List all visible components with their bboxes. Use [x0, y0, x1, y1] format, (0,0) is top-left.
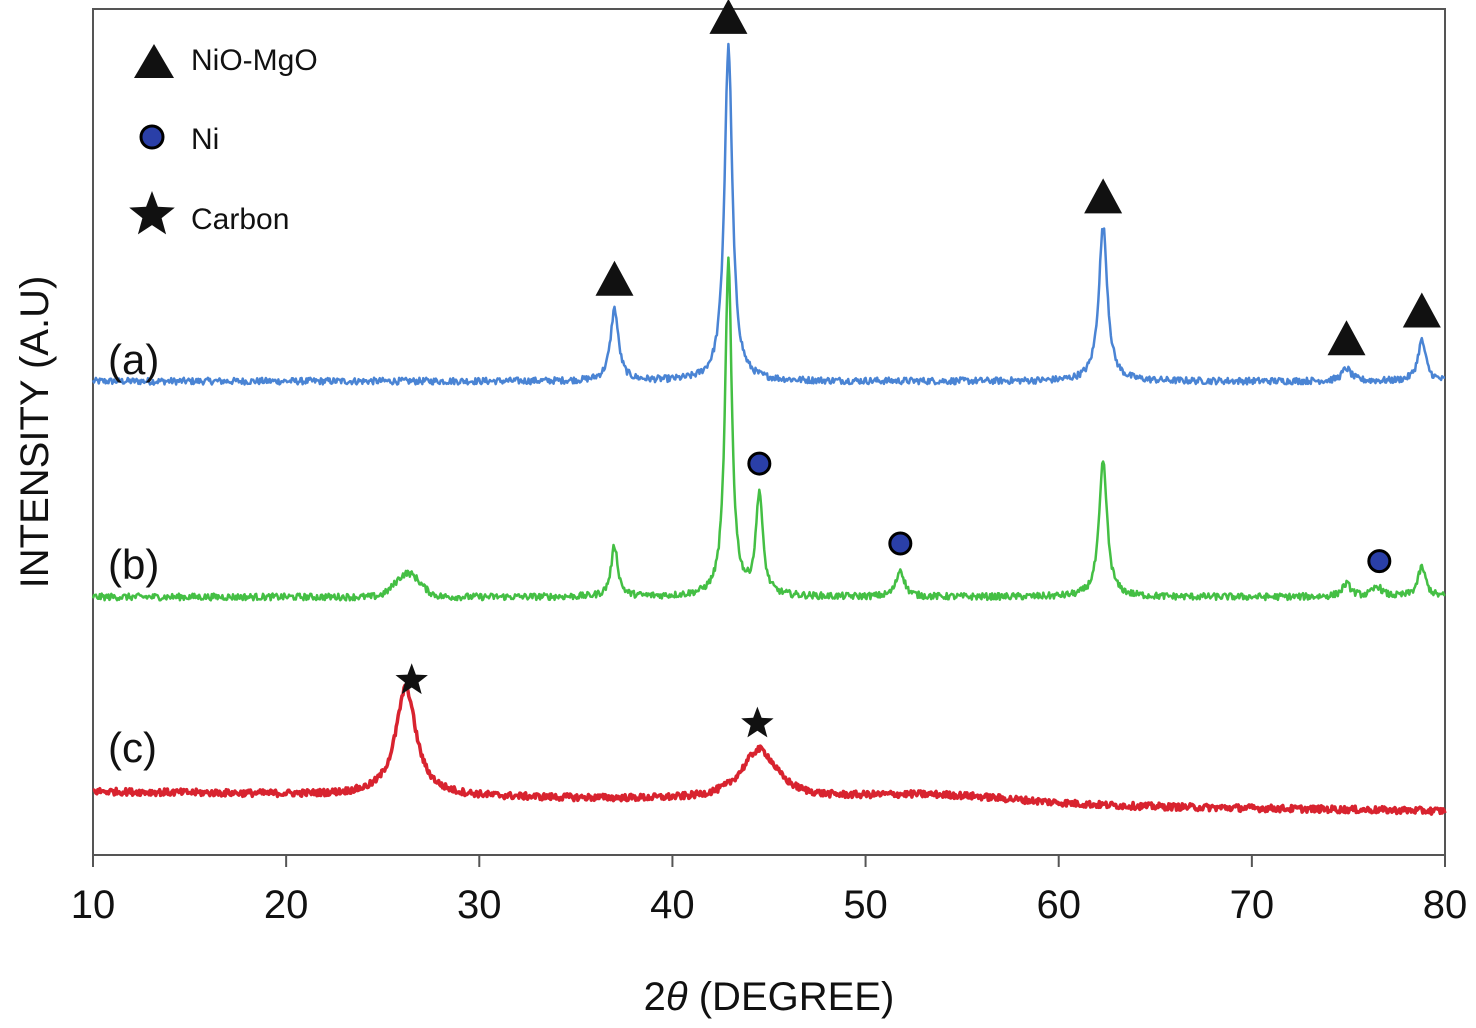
curve-b	[91, 256, 1446, 602]
x-axis-title-prefix: 2	[644, 975, 666, 1019]
curve-c	[92, 683, 1447, 816]
plot-frame	[92, 8, 1446, 856]
curve-label-c: (c)	[108, 724, 157, 771]
marker-b-1-circle-icon	[888, 531, 913, 556]
legend-star-icon	[129, 191, 175, 235]
x-axis-title-suffix: (DEGREE)	[688, 975, 895, 1019]
marker-b-0-circle-icon	[747, 451, 772, 476]
x-tick-label-80: 80	[1423, 883, 1468, 927]
curve-label-a: (a)	[108, 336, 159, 383]
marker-a-1-triangle-icon	[709, 0, 748, 34]
curve-a	[91, 42, 1446, 386]
y-axis-title: INTENSITY (A.U)	[13, 276, 57, 589]
legend-triangle-icon	[134, 44, 174, 78]
x-tick-label-70: 70	[1230, 883, 1275, 927]
legend-label-ni: Ni	[191, 123, 219, 156]
x-tick-label-50: 50	[843, 883, 888, 927]
marker-c-0-star-icon	[395, 663, 428, 695]
x-tick-label-10: 10	[71, 883, 116, 927]
x-axis-title-theta: θ	[666, 975, 688, 1019]
diffraction-curves	[91, 42, 1447, 816]
x-tick-label-30: 30	[457, 883, 502, 927]
legend-label-nio-mgo: NiO-MgO	[191, 44, 318, 77]
marker-a-4-triangle-icon	[1402, 292, 1441, 328]
x-axis-ticks: 10 20 30 40 50 60 70 80	[71, 855, 1468, 927]
x-axis-title: 2θ (DEGREE)	[644, 975, 895, 1019]
x-tick-label-20: 20	[264, 883, 309, 927]
marker-a-3-triangle-icon	[1327, 320, 1366, 356]
marker-a-0-triangle-icon	[595, 260, 634, 296]
legend: NiO-MgO Ni Carbon	[129, 44, 318, 236]
curve-label-b: (b)	[108, 541, 159, 588]
marker-b-2-circle-icon	[1367, 549, 1392, 574]
marker-c-1-star-icon	[741, 706, 774, 738]
legend-label-carbon: Carbon	[191, 203, 289, 236]
peak-markers	[395, 0, 1441, 738]
x-tick-label-40: 40	[650, 883, 695, 927]
legend-circle-icon	[139, 124, 165, 150]
x-tick-label-60: 60	[1036, 883, 1081, 927]
marker-a-2-triangle-icon	[1084, 178, 1123, 214]
